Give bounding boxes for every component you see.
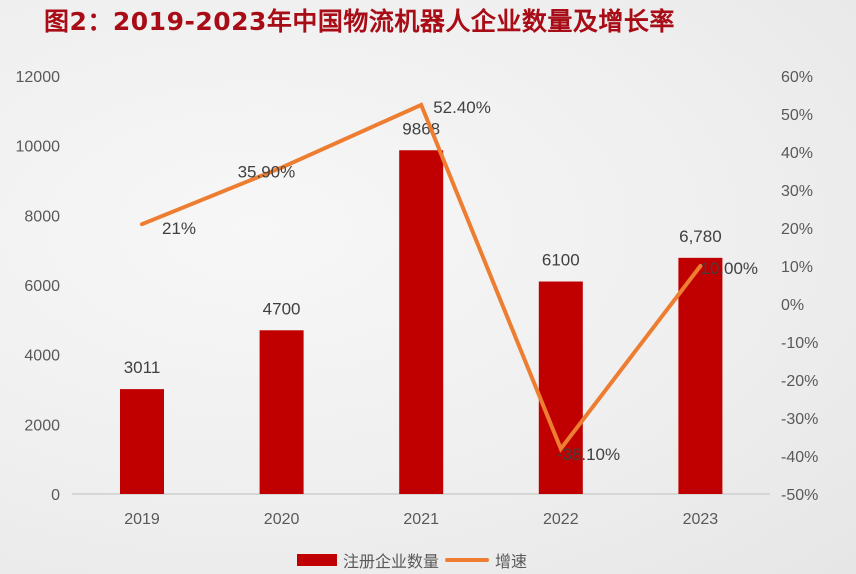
bar [399,150,444,495]
right-axis-tick-label: 30% [781,183,813,200]
line-data-label: 21% [162,219,196,238]
right-axis-ticks: -50% -40% -30% -20% -10% 0% 10% 20% 30% 40% 50% 60% [781,69,818,504]
x-axis-ticks: 2019 2020 2021 2022 2023 [124,511,718,528]
right-axis-tick-label: -30% [781,411,818,428]
x-axis-tick-label: 2023 [683,511,719,528]
legend-line-label: 增速 [495,552,528,571]
right-axis-tick-label: -50% [781,487,818,504]
right-axis-tick-label: 60% [781,69,813,86]
bar [538,281,583,494]
left-axis-tick-label: 0 [51,487,60,504]
bar-data-label: 4700 [263,299,301,318]
line-data-label: 35.90% [238,163,296,182]
chart-title: 图2：2019-2023年中国物流机器人企业数量及增长率 [44,7,675,36]
line-data-label: 52.40% [433,98,491,117]
right-axis-tick-label: 50% [781,107,813,124]
right-axis-tick-label: -40% [781,449,818,466]
bar [259,330,304,494]
x-axis-tick-label: 2019 [124,511,160,528]
bar [678,257,723,494]
left-axis-tick-label: 8000 [24,208,60,225]
left-axis-tick-label: 4000 [24,348,60,365]
left-axis-tick-label: 2000 [24,417,60,434]
right-axis-tick-label: -20% [781,373,818,390]
line-data-labels: 21% 35.90% 52.40% -38.10% 10.00% [162,98,758,464]
bar-data-label: 6100 [542,251,580,270]
right-axis-tick-label: -10% [781,335,818,352]
right-axis-tick-label: 20% [781,221,813,238]
x-axis-tick-label: 2021 [403,511,439,528]
line-series [140,102,703,453]
bar-data-label: 6,780 [679,227,722,246]
x-axis-tick-label: 2020 [264,511,300,528]
left-axis-tick-label: 6000 [24,278,60,295]
x-axis-tick-label: 2022 [543,511,579,528]
line-data-label: 10.00% [700,259,758,278]
legend-bar-label: 注册企业数量 [343,552,440,571]
right-axis-tick-label: 0% [781,297,804,314]
bar-data-label: 3011 [124,358,161,377]
legend-line-swatch [445,558,490,562]
left-axis-tick-label: 12000 [16,69,61,86]
right-axis-tick-label: 40% [781,145,813,162]
legend: 注册企业数量 增速 [297,548,527,572]
bar-series [120,150,723,495]
left-axis-ticks: 0 2000 4000 6000 8000 10000 12000 [16,69,61,504]
legend-bar-swatch [297,554,337,566]
right-axis-tick-label: 10% [781,259,813,276]
left-axis-tick-label: 10000 [16,139,61,156]
line-data-label: -38.10% [557,445,620,464]
bar [120,389,164,494]
